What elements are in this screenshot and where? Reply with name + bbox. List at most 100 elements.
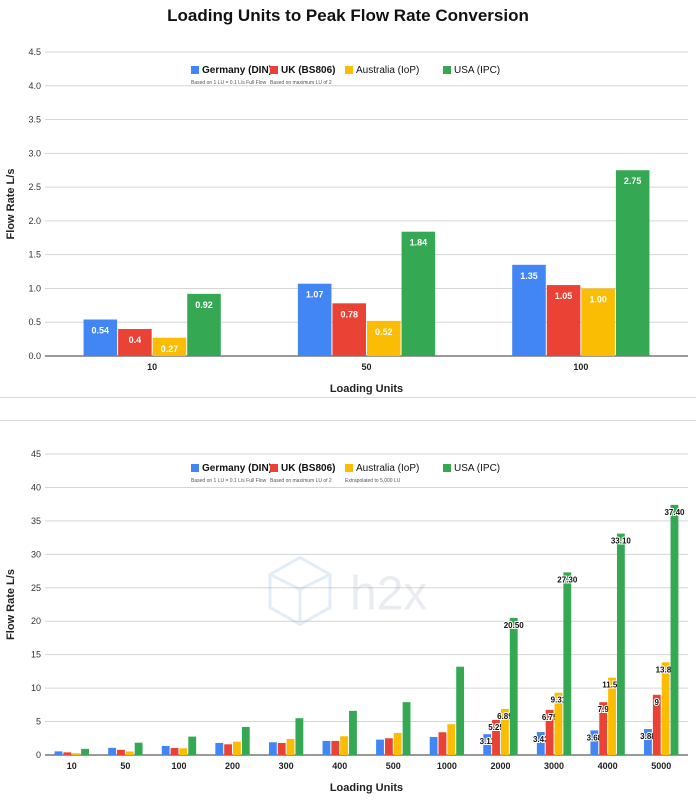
data-label: 0.4 bbox=[129, 335, 142, 345]
legend-swatch bbox=[345, 464, 353, 472]
legend-item: Australia (IoP) bbox=[345, 65, 419, 76]
bar bbox=[233, 741, 241, 755]
y-tick-label: 20 bbox=[31, 616, 41, 626]
bar bbox=[117, 749, 125, 755]
x-tick-label: 50 bbox=[361, 362, 371, 372]
legend-note: Based on maximum LU of 2 bbox=[270, 478, 332, 484]
y-tick-label: 0.0 bbox=[28, 351, 41, 361]
data-label: 0.27 bbox=[161, 344, 179, 354]
bar bbox=[384, 738, 393, 755]
legend-note: Extrapolated to 5,000 LU bbox=[345, 478, 401, 484]
legend-swatch bbox=[191, 66, 199, 74]
bar bbox=[616, 533, 625, 755]
legend-item: UK (BS806) Based on maximum LU of 2 bbox=[270, 463, 335, 484]
y-tick-label: 2.0 bbox=[28, 216, 41, 226]
legend-swatch bbox=[191, 464, 199, 472]
y-tick-label: 4.5 bbox=[28, 47, 41, 57]
x-tick-label: 300 bbox=[279, 761, 294, 771]
bar bbox=[54, 751, 63, 755]
bar bbox=[401, 231, 436, 356]
legend: Germany (DIN) Based on 1 LU = 0.1 L/s Ful… bbox=[191, 463, 500, 484]
y-tick-label: 15 bbox=[31, 650, 41, 660]
bar bbox=[83, 319, 118, 356]
y-tick-label: 35 bbox=[31, 516, 41, 526]
data-label: 0.52 bbox=[375, 327, 393, 337]
bar bbox=[438, 732, 447, 755]
bar bbox=[63, 752, 72, 755]
y-tick-label: 0.5 bbox=[28, 317, 41, 327]
data-label: 0.54 bbox=[92, 326, 110, 336]
chart-title: Loading Units to Peak Flow Rate Conversi… bbox=[167, 6, 529, 25]
bar bbox=[224, 744, 233, 755]
legend-label: Australia (IoP) bbox=[356, 463, 419, 474]
bar bbox=[581, 288, 615, 356]
x-axis-label: Loading Units bbox=[330, 782, 403, 794]
bar bbox=[512, 264, 546, 356]
y-tick-label: 1.5 bbox=[28, 250, 41, 260]
legend: Germany (DIN) Based on 1 LU = 0.1 L/s Ful… bbox=[191, 65, 500, 86]
x-tick-label: 400 bbox=[332, 761, 347, 771]
legend-label: USA (IPC) bbox=[454, 65, 500, 76]
bar bbox=[615, 170, 650, 356]
bar bbox=[332, 303, 366, 356]
legend-item: USA (IPC) bbox=[443, 65, 500, 76]
x-axis-label: Loading Units bbox=[330, 383, 403, 395]
legend-note: Based on 1 LU = 0.1 L/s Full Flow bbox=[191, 80, 267, 86]
bar bbox=[161, 745, 170, 755]
bar bbox=[241, 726, 250, 755]
data-label: 20.50 bbox=[504, 621, 525, 630]
x-tick-label: 1000 bbox=[437, 761, 457, 771]
data-label: 3.68 bbox=[587, 733, 603, 742]
bar bbox=[170, 747, 179, 755]
bar bbox=[500, 708, 509, 755]
y-tick-label: 45 bbox=[31, 449, 41, 459]
bar bbox=[187, 293, 221, 356]
bar bbox=[297, 283, 332, 356]
bar bbox=[563, 572, 572, 755]
legend-label: Germany (DIN) bbox=[202, 65, 272, 76]
bar bbox=[670, 504, 679, 755]
bar bbox=[134, 742, 143, 755]
legend-swatch bbox=[345, 66, 353, 74]
y-tick-label: 40 bbox=[31, 482, 41, 492]
bar bbox=[295, 718, 304, 755]
x-tick-label: 5000 bbox=[651, 761, 671, 771]
data-label: 3.11 bbox=[480, 737, 496, 746]
y-tick-label: 4.0 bbox=[28, 81, 41, 91]
chart-panel-bottom: 0 5 10 15 20 25 30 35 40 45 Flow Rate L/s Loading U… bbox=[0, 420, 696, 801]
data-label: 5.25 bbox=[488, 723, 504, 732]
y-tick-label: 3.5 bbox=[28, 115, 41, 125]
bar bbox=[268, 742, 277, 755]
legend-swatch bbox=[443, 66, 451, 74]
legend-label: Germany (DIN) bbox=[202, 463, 272, 474]
data-label: 37.40 bbox=[664, 508, 685, 517]
data-label: 7.9 bbox=[598, 705, 610, 714]
y-tick-label: 30 bbox=[31, 549, 41, 559]
legend-note: Based on maximum LU of 2 bbox=[270, 80, 332, 86]
bar bbox=[429, 736, 438, 755]
data-label: 1.07 bbox=[306, 290, 324, 300]
y-axis-label: Flow Rate L/s bbox=[5, 569, 17, 640]
legend-label: USA (IPC) bbox=[454, 463, 500, 474]
legend-item: UK (BS806) Based on maximum LU of 2 bbox=[270, 65, 335, 86]
bar bbox=[483, 734, 492, 755]
bar bbox=[367, 320, 401, 356]
bar bbox=[331, 740, 340, 755]
data-label: 6.75 bbox=[542, 713, 558, 722]
data-label: 1.84 bbox=[410, 238, 428, 248]
legend-item: USA (IPC) bbox=[443, 463, 500, 474]
bar bbox=[608, 677, 616, 755]
data-label: 3.43 bbox=[533, 735, 549, 744]
y-tick-label: 10 bbox=[31, 683, 41, 693]
legend-label: UK (BS806) bbox=[281, 65, 335, 76]
data-label: 0.78 bbox=[340, 309, 358, 319]
legend-item: Australia (IoP) Extrapolated to 5,000 LU bbox=[345, 463, 419, 484]
y-tick-label: 2.5 bbox=[28, 182, 41, 192]
bar bbox=[179, 748, 188, 755]
x-tick-label: 100 bbox=[573, 362, 588, 372]
bar bbox=[376, 739, 384, 755]
x-tick-label: 50 bbox=[120, 761, 130, 771]
bar bbox=[599, 702, 608, 755]
bar bbox=[492, 719, 500, 755]
watermark-text: h2x bbox=[350, 567, 427, 620]
